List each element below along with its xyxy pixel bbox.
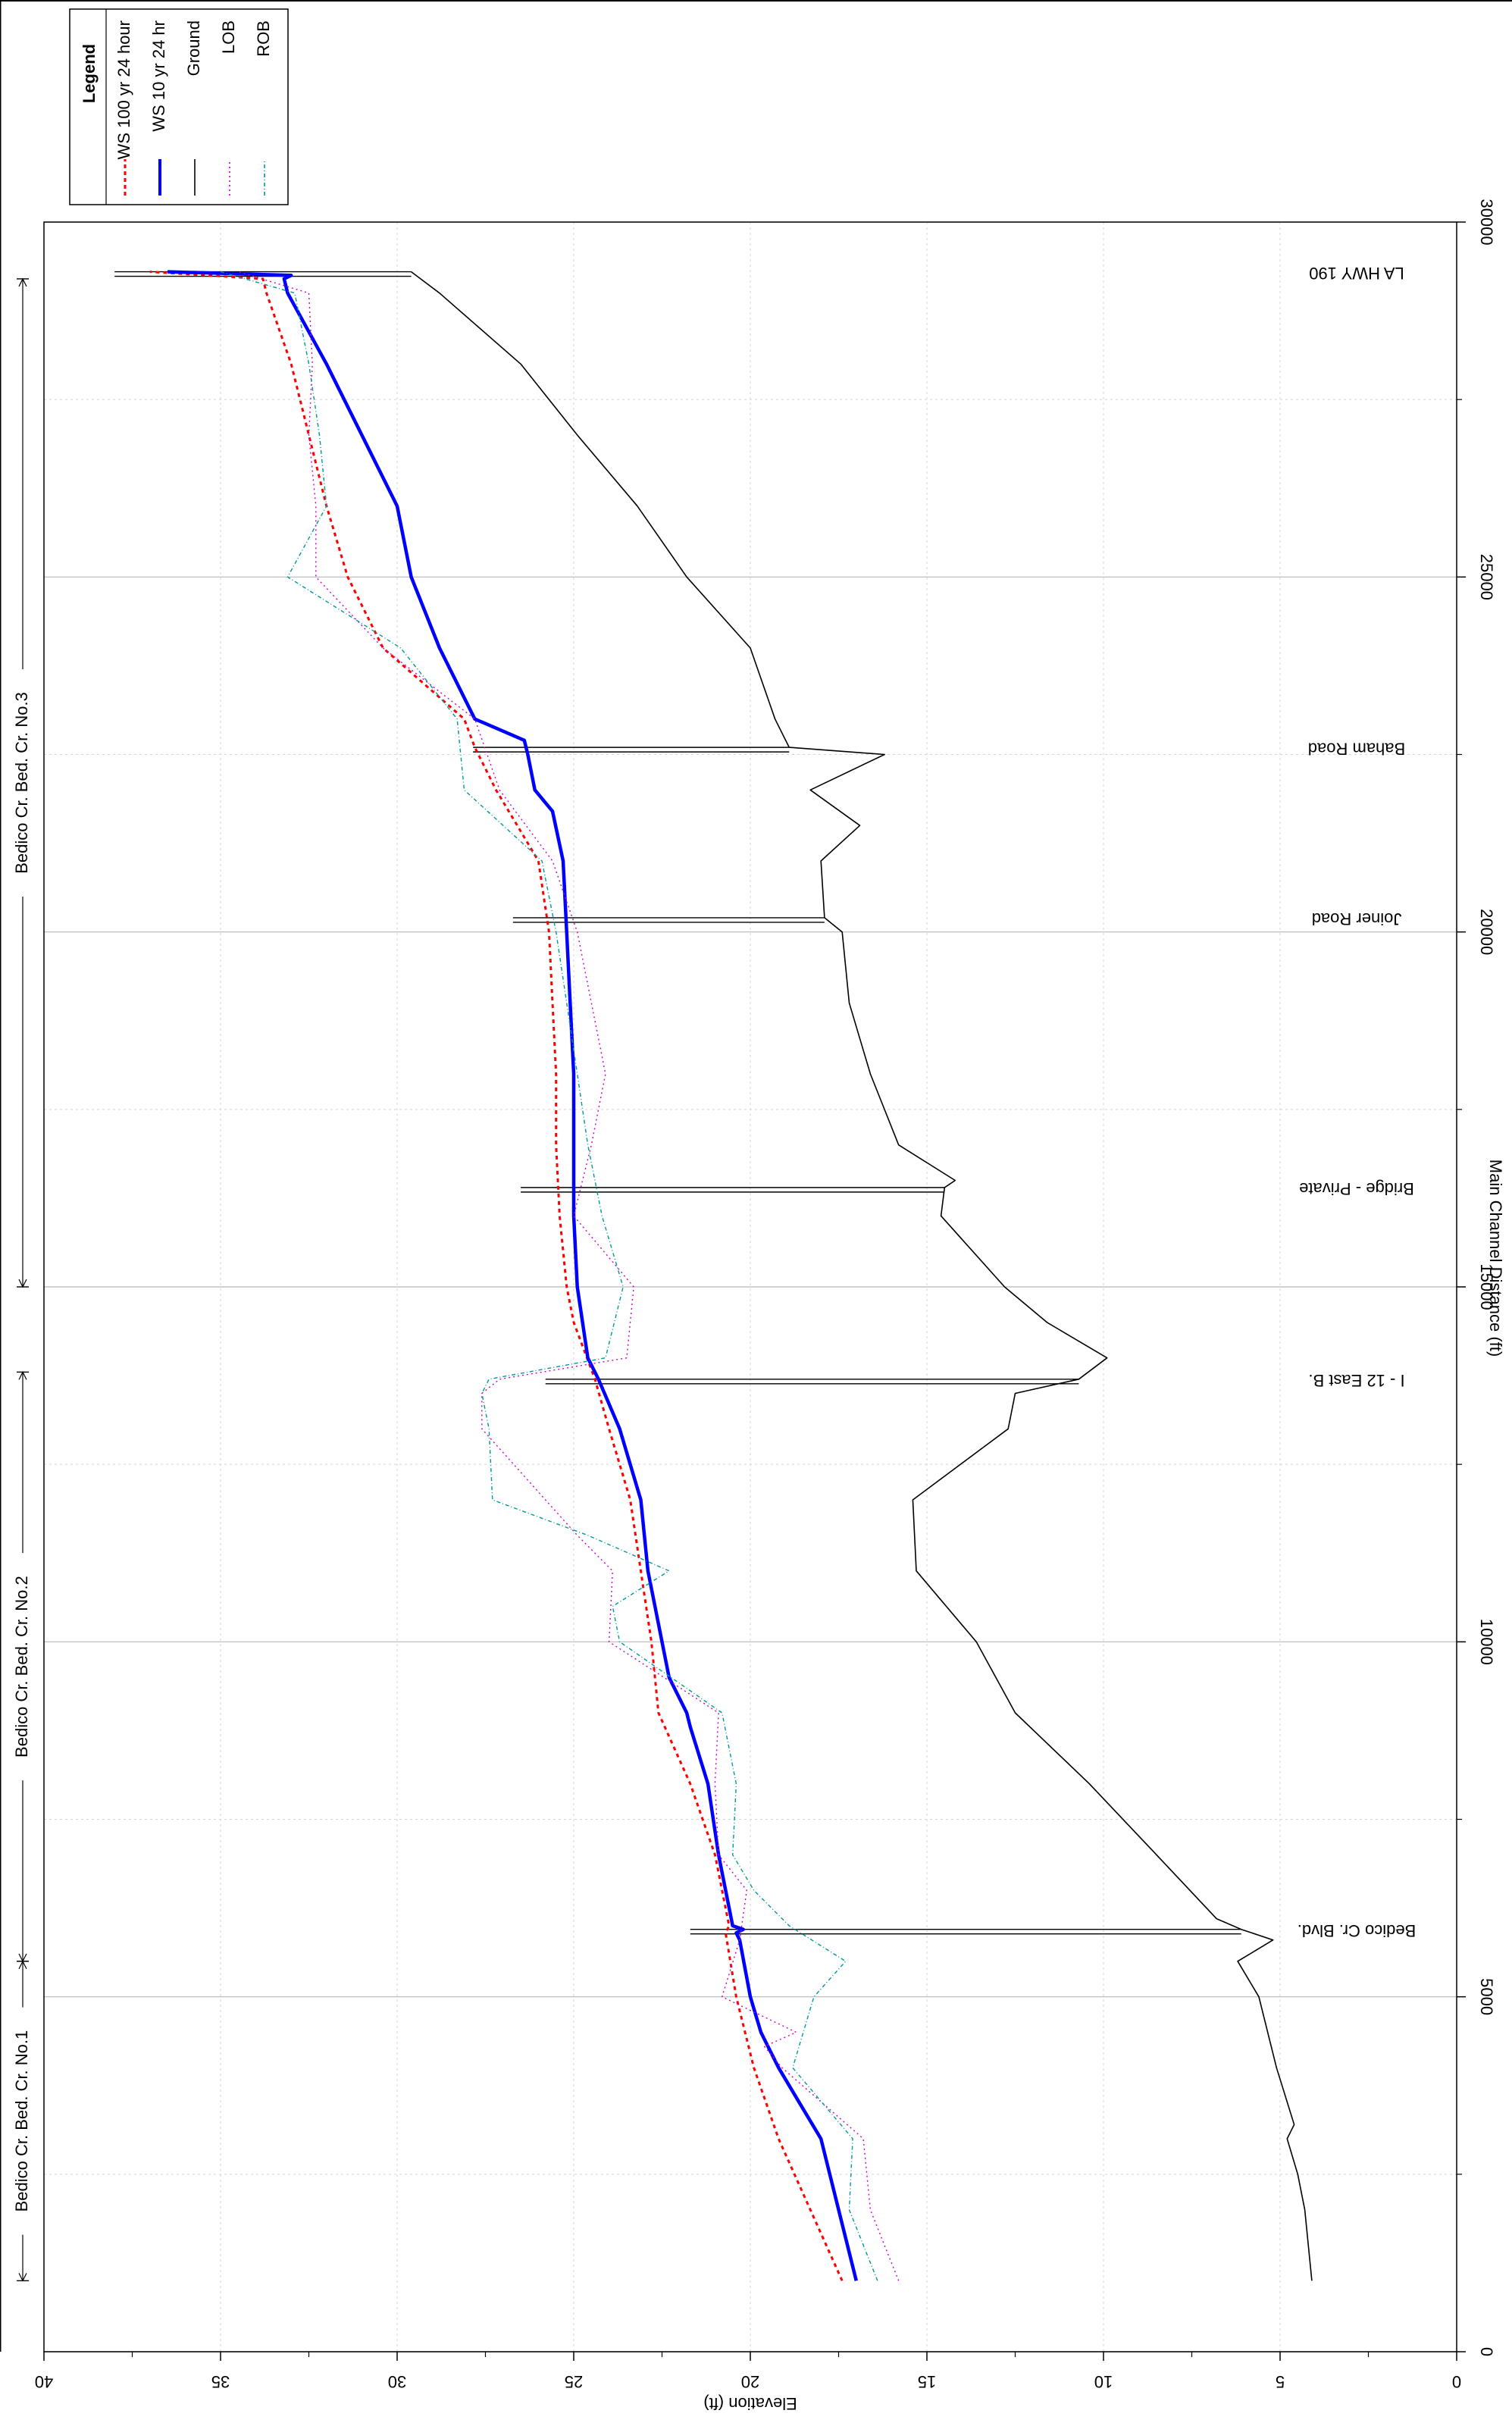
x-tick-label: 10000 (1477, 1619, 1496, 1665)
reach-arrow (18, 2273, 27, 2282)
legend-entry: LOB (219, 20, 238, 54)
structure-label: I - 12 East B. (1308, 1371, 1404, 1390)
structure-label: LA HWY 190 (1309, 264, 1404, 283)
grid (43, 221, 1457, 2352)
series-line-ws-10-yr-24-hr (167, 270, 858, 2281)
reach-arrow (18, 277, 27, 287)
axes: 0 5000 10000 15000 20000 25000 30000 Main Chann… (35, 199, 1505, 2413)
structures: Bedico Cr. Blvd. I - 12 East B. Bridge - P… (114, 264, 1416, 1940)
y-tick-label: 35 (211, 2372, 230, 2391)
x-tick-label: 0 (1477, 2347, 1496, 2356)
x-tick-label: 30000 (1477, 199, 1496, 245)
reach-label: Bedico Cr. Bed. Cr. No.2 (12, 1576, 31, 1758)
reach-arrow (18, 1279, 27, 1288)
structure-label: Baham Road (1308, 739, 1405, 758)
structure-label: Bedico Cr. Blvd. (1298, 1921, 1417, 1940)
y-tick-label: 0 (1452, 2372, 1461, 2391)
reach-arrow (18, 1953, 27, 1963)
legend-entry: WS 10 yr 24 hr (149, 20, 168, 132)
x-axis-label: Main Channel Distance (ft) (1486, 1160, 1505, 1357)
y-tick-label: 5 (1276, 2372, 1285, 2391)
y-tick-label: 40 (35, 2372, 53, 2391)
y-axis-label: Elevation (ft) (703, 2394, 797, 2413)
structure-label: Joiner Road (1312, 909, 1402, 928)
series-line-ws-100-yr-24-hour (149, 271, 844, 2281)
series (149, 270, 1313, 2281)
y-tick-label: 30 (388, 2372, 406, 2391)
series-line-ground (411, 271, 1313, 2281)
legend: Legend WS 100 yr 24 hour WS 10 yr 24 hr Gro… (69, 8, 289, 205)
legend-title: Legend (80, 44, 99, 103)
reach-bar: Bedico Cr. Bed. Cr. No.1 Bedico Cr. Bed. … (0, 0, 1512, 2352)
x-tick-label: 15000 (1477, 1263, 1496, 1310)
y-tick-label: 10 (1094, 2372, 1113, 2391)
legend-entry: Ground (184, 20, 203, 76)
y-tick-label: 25 (565, 2372, 583, 2391)
reach-label: Bedico Cr. Bed. Cr. No.3 (12, 692, 31, 874)
reach-label: Bedico Cr. Bed. Cr. No.1 (12, 2030, 31, 2212)
legend-entry: WS 100 yr 24 hour (114, 20, 133, 159)
y-tick-label: 20 (741, 2372, 759, 2391)
structure-label: Bridge - Private (1299, 1179, 1414, 1198)
legend-entry: ROB (254, 20, 273, 57)
x-tick-label: 25000 (1477, 554, 1496, 600)
series-line-lob (238, 271, 900, 2281)
y-tick-label: 15 (918, 2372, 936, 2391)
series-line-rob (220, 271, 878, 2281)
x-tick-label: 5000 (1477, 1978, 1496, 2015)
x-tick-label: 20000 (1477, 909, 1496, 955)
reach-arrow (18, 1371, 27, 1380)
